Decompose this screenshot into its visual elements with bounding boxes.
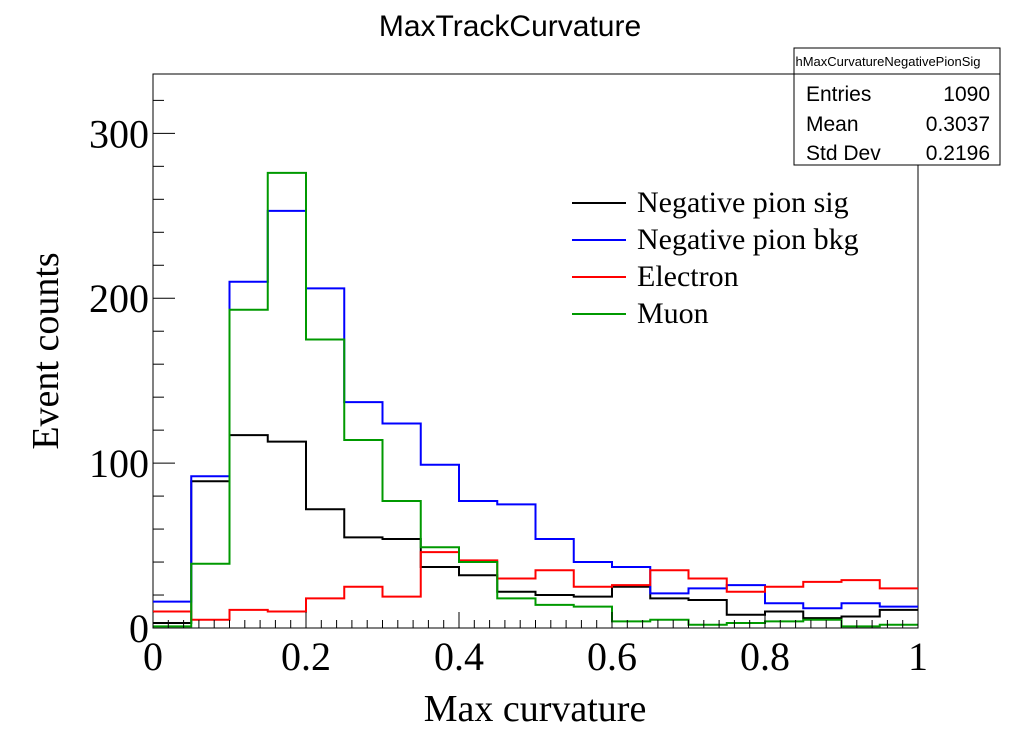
x-tick-label-4: 0.8 [740, 634, 790, 679]
legend-label-2: Electron [637, 260, 739, 293]
x-tick-label-1: 0.2 [281, 634, 331, 679]
series-layer [153, 171, 918, 628]
series-line-1 [153, 209, 918, 610]
series-line-3 [153, 171, 918, 628]
stats-entries-value: 1090 [943, 83, 990, 106]
y-tick-label-3: 300 [89, 111, 149, 156]
stats-stddev-label: Std Dev [806, 142, 881, 165]
legend-label-0: Negative pion sig [637, 186, 849, 219]
stats-mean-value: 0.3037 [926, 113, 990, 136]
x-tick-label-2: 0.4 [434, 634, 484, 679]
legend-label-1: Negative pion bkg [637, 223, 859, 256]
stats-box-name: hMaxCurvatureNegativePionSig [796, 54, 981, 69]
y-tick-label-2: 200 [89, 276, 149, 321]
legend-label-3: Muon [637, 297, 709, 330]
x-tick-label-0: 0 [143, 634, 163, 679]
series-line-2 [153, 551, 918, 621]
series-line-0 [153, 434, 918, 625]
y-tick-label-0: 0 [129, 606, 149, 651]
stats-stddev-value: 0.2196 [926, 142, 990, 165]
x-tick-label-5: 1 [908, 634, 928, 679]
legend: Negative pion sig Negative pion bkg Electr… [572, 186, 859, 330]
chart-title: MaxTrackCurvature [379, 10, 641, 43]
x-tick-label-3: 0.6 [587, 634, 637, 679]
axis-layer: 0 0.2 0.4 0.6 0.8 1 0 100 200 300 [89, 99, 928, 679]
stats-mean-label: Mean [806, 113, 859, 136]
x-axis-label: Max curvature [424, 688, 647, 730]
stats-entries-label: Entries [806, 83, 871, 106]
y-axis-label: Event counts [25, 252, 67, 449]
stats-box-frame [793, 47, 1001, 166]
y-tick-label-1: 100 [89, 441, 149, 486]
stats-box: hMaxCurvatureNegativePionSig Entries 109… [793, 47, 1001, 166]
